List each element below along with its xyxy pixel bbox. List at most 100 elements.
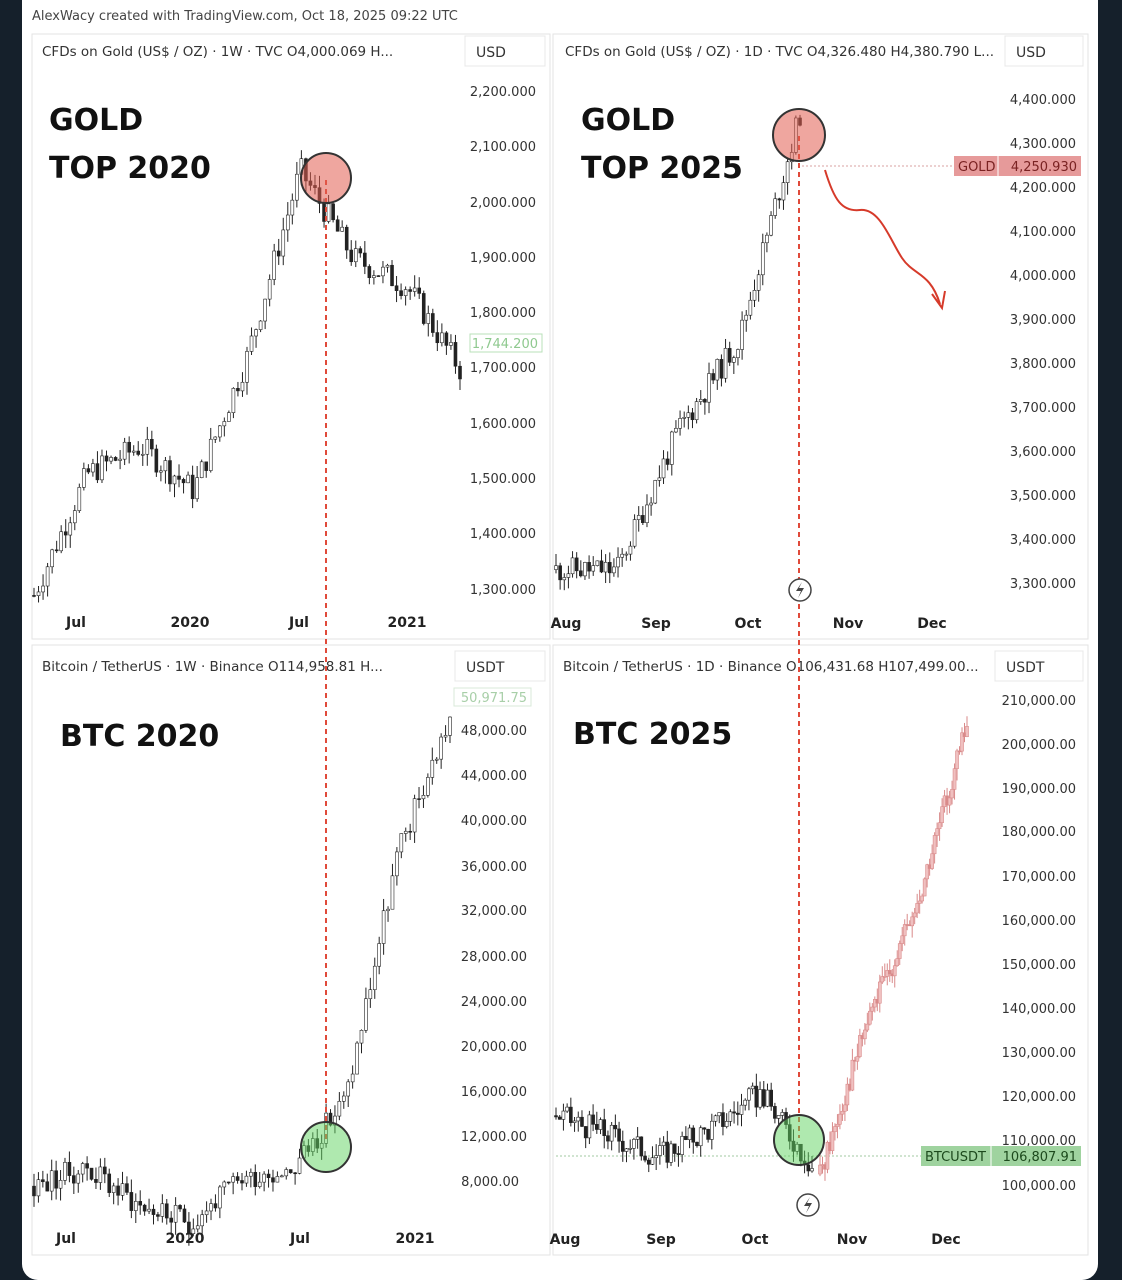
candle xyxy=(895,958,900,967)
price-tag-value-btc2025: 106,807.91 xyxy=(1003,1150,1077,1165)
y-tick: 1,400.000 xyxy=(470,527,536,542)
candle xyxy=(63,531,68,536)
candles-btc2020 xyxy=(32,716,452,1246)
candle xyxy=(557,1116,562,1120)
btc-2020-green-circle xyxy=(300,1121,352,1173)
currency-gold2020[interactable]: USD xyxy=(476,45,506,61)
candle xyxy=(408,289,412,292)
price-tag-name-gold2025: GOLD xyxy=(958,160,996,175)
candle xyxy=(344,226,349,251)
candle xyxy=(628,1148,633,1150)
candle xyxy=(965,726,969,738)
candle xyxy=(653,480,658,504)
candle xyxy=(353,248,358,263)
candle xyxy=(208,438,213,471)
candle xyxy=(138,1201,143,1206)
candle xyxy=(36,1179,41,1197)
candle xyxy=(159,470,163,473)
candle xyxy=(554,565,558,570)
x-tick: Dec xyxy=(931,1232,960,1248)
y-tick: 32,000.00 xyxy=(461,904,527,919)
candle xyxy=(235,1176,240,1181)
candle xyxy=(440,332,444,344)
candle xyxy=(680,1136,684,1155)
candle xyxy=(602,1119,607,1136)
candle xyxy=(598,1119,603,1130)
candle xyxy=(147,1208,151,1212)
candle xyxy=(719,359,724,379)
candle xyxy=(50,549,54,568)
candle xyxy=(736,349,740,358)
candle xyxy=(276,250,281,257)
candle xyxy=(570,557,575,575)
candle xyxy=(583,1126,588,1139)
candle xyxy=(845,1083,850,1106)
candle xyxy=(109,457,113,462)
x-axis-gold2025: Aug Sep Oct Nov Dec xyxy=(551,616,947,632)
candle xyxy=(335,219,340,232)
candle xyxy=(355,1042,359,1075)
candle xyxy=(177,475,181,480)
title-gold2025-line2: TOP 2025 xyxy=(581,151,743,186)
candle xyxy=(49,1170,54,1192)
candle xyxy=(684,1136,688,1140)
candle xyxy=(240,1180,244,1184)
candle xyxy=(89,1167,94,1180)
y-tick: 24,000.00 xyxy=(461,995,527,1010)
candle xyxy=(164,1203,169,1219)
y-tick: 44,000.00 xyxy=(461,769,527,784)
lightning-icon[interactable] xyxy=(796,1193,820,1217)
currency-gold2025[interactable]: USD xyxy=(1016,45,1046,61)
currency-btc2020[interactable]: USDT xyxy=(466,660,505,676)
candle xyxy=(715,359,720,381)
y-tick: 12,000.00 xyxy=(461,1130,527,1145)
y-tick: 1,300.000 xyxy=(470,583,536,598)
candle xyxy=(810,1168,814,1172)
candle xyxy=(855,1056,860,1062)
candle xyxy=(281,229,286,257)
x-tick: Jul xyxy=(288,615,309,631)
candle xyxy=(426,777,430,796)
candle xyxy=(617,1128,621,1142)
candle xyxy=(554,1115,558,1118)
candle xyxy=(394,285,399,291)
candle xyxy=(77,487,82,511)
candle xyxy=(723,348,728,379)
candle xyxy=(574,557,579,572)
candle xyxy=(562,577,567,581)
candle xyxy=(285,214,290,231)
lightning-icon[interactable] xyxy=(788,578,812,602)
candle xyxy=(236,388,240,392)
candles-gold2020 xyxy=(32,150,462,603)
y-tick: 8,000.00 xyxy=(461,1175,519,1190)
candle xyxy=(960,732,964,752)
candle xyxy=(599,560,604,573)
candle xyxy=(226,1181,231,1184)
y-tick: 2,100.000 xyxy=(470,140,536,155)
candle xyxy=(717,1112,722,1117)
candle xyxy=(947,797,952,806)
candle xyxy=(98,1166,103,1183)
currency-btc2025[interactable]: USDT xyxy=(1006,660,1045,676)
candle xyxy=(583,562,587,577)
candle xyxy=(421,795,426,800)
candle xyxy=(403,830,408,834)
candle xyxy=(695,1141,699,1147)
candle xyxy=(694,401,699,421)
candle xyxy=(935,828,939,836)
down-arrow-projection xyxy=(824,169,941,305)
candle xyxy=(613,1124,618,1130)
candle xyxy=(732,1111,736,1114)
candle xyxy=(781,182,786,201)
candle xyxy=(358,248,363,254)
candle xyxy=(41,585,45,593)
currency-box-btc2020 xyxy=(454,650,546,682)
candle xyxy=(367,266,372,279)
candle xyxy=(850,1059,855,1091)
candle xyxy=(249,335,254,352)
candle xyxy=(439,736,443,760)
candle xyxy=(937,822,942,829)
price-label-btc2020: 50,971.75 xyxy=(461,691,527,706)
candle xyxy=(843,1104,847,1112)
y-tick: 200,000.00 xyxy=(1002,738,1076,753)
